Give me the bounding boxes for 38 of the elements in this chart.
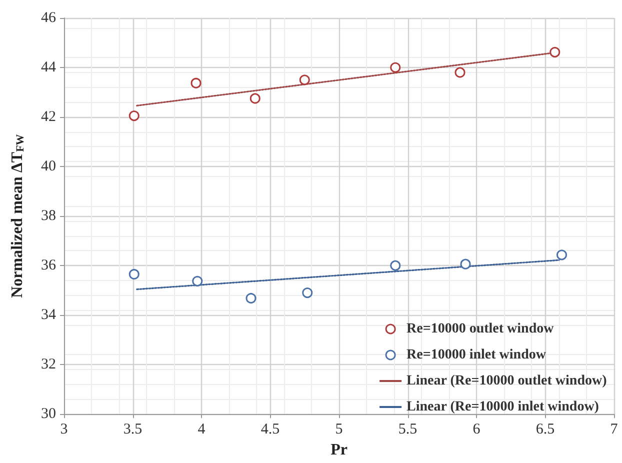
- y-tick-label: 46: [41, 10, 56, 26]
- y-tick-label: 30: [41, 406, 56, 422]
- point: [246, 292, 256, 304]
- legend-label: Re=10000 outlet window: [406, 322, 555, 336]
- point: [460, 258, 471, 270]
- x-tick-label: 3.5: [123, 422, 142, 438]
- y-tick-label: 34: [41, 307, 56, 324]
- point: [250, 93, 260, 104]
- x-tick-label: 4: [198, 422, 206, 438]
- y-tick-label: 32: [41, 356, 56, 373]
- y-tick-label: 44: [41, 60, 56, 76]
- y-axis-title: Normalized mean ΔTFW: [9, 134, 26, 298]
- x-tick-label: 7: [610, 422, 618, 438]
- x-tick-label: 6: [472, 422, 481, 438]
- legend-label: Linear (Re=10000 inlet window): [406, 400, 600, 414]
- point: [128, 268, 140, 280]
- x-axis-title: Pr: [330, 442, 348, 458]
- point: [192, 276, 203, 286]
- point: [390, 260, 401, 271]
- legend-label: Linear (Re=10000 outlet window): [406, 374, 608, 388]
- point: [550, 46, 560, 58]
- y-tick-label: 36: [41, 258, 56, 274]
- y-tick-label: 42: [41, 109, 56, 126]
- x-tick-label: 4.5: [260, 422, 280, 438]
- x-tick-label: 6.5: [536, 422, 555, 438]
- point: [556, 250, 567, 260]
- point: [454, 67, 466, 78]
- x-tick-label: 3: [60, 422, 68, 438]
- x-tick-label: 5: [335, 422, 343, 438]
- point: [299, 74, 310, 86]
- x-tick-label: 5.5: [398, 422, 418, 438]
- y-tick-label: 38: [41, 208, 56, 224]
- point: [128, 110, 140, 122]
- y-tick-label: 40: [41, 158, 56, 175]
- point: [190, 78, 202, 88]
- point: [302, 288, 313, 298]
- point: [390, 62, 401, 73]
- legend-label: Re=10000 inlet window: [406, 348, 547, 362]
